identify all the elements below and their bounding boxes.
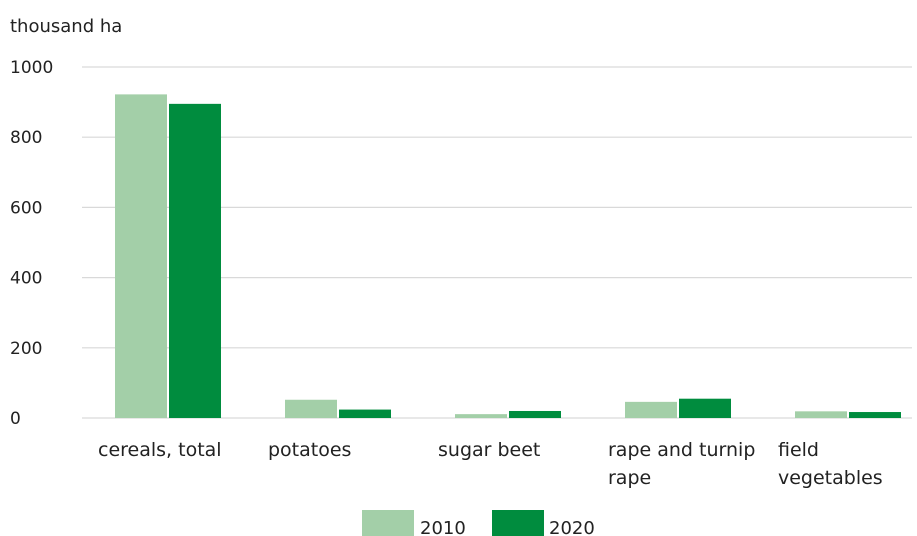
legend-swatch-2020: [492, 510, 544, 536]
x-category-label: field vegetables: [778, 439, 883, 489]
bar-2010: [285, 399, 337, 418]
bar-2020: [169, 103, 221, 418]
y-tick-label: 200: [10, 339, 42, 359]
bars: [115, 94, 901, 419]
legend-label: 2020: [549, 518, 595, 536]
legend-label: 2010: [420, 518, 466, 536]
bar-2010: [795, 411, 847, 418]
y-tick-label: 600: [10, 198, 42, 218]
x-category-label: cereals, total: [98, 439, 222, 461]
bar-2010: [625, 401, 677, 418]
top-strip: [0, 0, 917, 6]
bar-2010: [115, 94, 167, 419]
bar-2020: [509, 410, 561, 418]
legend-swatch-2010: [362, 510, 414, 536]
bar-2010: [455, 414, 507, 418]
y-tick-label: 0: [10, 409, 21, 429]
y-tick-label: 400: [10, 269, 42, 289]
x-category-label: sugar beet: [438, 439, 540, 461]
y-axis-unit-label: thousand ha: [10, 16, 122, 37]
x-axis-categories: cereals, total potatoes sugar beet rape and…: [98, 439, 883, 489]
y-tick-label: 800: [10, 128, 42, 148]
bar-2020: [339, 409, 391, 418]
x-category-label: rape and turnip rape: [608, 439, 755, 489]
y-tick-label: 1000: [10, 58, 53, 78]
bar-2020: [849, 412, 901, 418]
x-category-label: potatoes: [268, 439, 351, 461]
y-axis-ticks: 0 200 400 600 800 1000: [10, 58, 53, 429]
bar-2020: [679, 398, 731, 418]
legend: 2010 2020: [362, 510, 595, 536]
